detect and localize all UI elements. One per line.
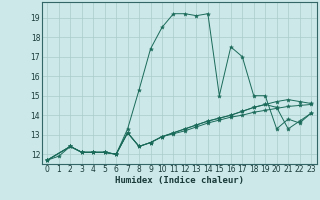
X-axis label: Humidex (Indice chaleur): Humidex (Indice chaleur) [115,176,244,185]
